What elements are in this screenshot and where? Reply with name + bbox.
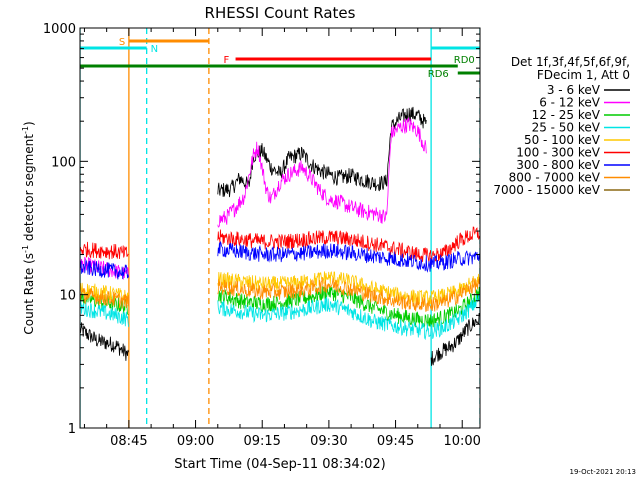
x-tick-label: 09:00 [177, 434, 214, 449]
x-tick-label: 09:30 [310, 434, 347, 449]
series-line [80, 241, 129, 260]
flag-label: F [224, 55, 230, 66]
legend-header-line-2: FDecim 1, Att 0 [537, 68, 630, 82]
legend-entry-label: 300 - 800 keV [516, 158, 600, 172]
x-axis: 08:45 09:00 09:15 09:30 09:45 10:00 [83, 28, 481, 449]
plot-frame [79, 27, 481, 429]
series-line [217, 271, 480, 306]
series-line [80, 322, 129, 361]
flag-bars: S N F RD0 RD6 [80, 37, 480, 80]
x-tick-label: 09:15 [243, 434, 280, 449]
legend-entry-label: 7000 - 15000 keV [493, 183, 600, 197]
series-line [217, 294, 480, 341]
legend-entry-label: 25 - 50 keV [532, 121, 601, 135]
y-axis-label: Count Rate (s-1 detector segment-1) [21, 121, 36, 334]
x-axis-label: Start Time (04-Sep-11 08:34:02) [174, 457, 385, 472]
legend-entry-label: 50 - 100 keV [524, 133, 601, 147]
legend-header-line-1: Det 1f,3f,4f,5f,6f,9f, [511, 55, 630, 69]
y-tick-label: 1 [68, 422, 76, 437]
y-axis: 1 10 100 1000 [43, 22, 480, 437]
footer-timestamp: 19-Oct-2021 20:13 [570, 468, 636, 476]
legend-entry-label: 6 - 12 keV [539, 96, 601, 110]
flag-label: RD0 [454, 55, 475, 66]
x-tick-label: 10:00 [443, 434, 480, 449]
x-tick-label: 09:45 [377, 434, 414, 449]
series-line [80, 300, 129, 327]
flag-label: N [151, 44, 158, 55]
series-line [80, 288, 129, 309]
legend-entry-label: 3 - 6 keV [547, 83, 601, 97]
series-line [217, 226, 480, 264]
y-tick-label: 1000 [43, 22, 76, 37]
legend-entry-label: 100 - 300 keV [516, 146, 600, 160]
chart-title: RHESSI Count Rates [205, 4, 356, 22]
flag-label: S [119, 37, 125, 48]
y-tick-label: 10 [59, 289, 76, 304]
series-line [80, 259, 129, 280]
legend-entry-label: 800 - 7000 keV [509, 171, 601, 185]
series-line [217, 106, 427, 198]
series-line [217, 241, 480, 273]
flag-label: RD6 [428, 69, 449, 80]
series-line [217, 277, 480, 312]
x-tick-label: 08:45 [110, 434, 147, 449]
plot-area: S N F RD0 RD6 [79, 27, 481, 429]
legend: Det 1f,3f,4f,5f,6f,9f, FDecim 1, Att 0 3… [493, 55, 630, 197]
y-tick-label: 100 [51, 155, 76, 170]
legend-entry-label: 12 - 25 keV [532, 108, 601, 122]
series-line [217, 117, 427, 228]
series-lines [80, 106, 480, 366]
series-line [430, 312, 480, 366]
vertical-markers [80, 28, 480, 428]
